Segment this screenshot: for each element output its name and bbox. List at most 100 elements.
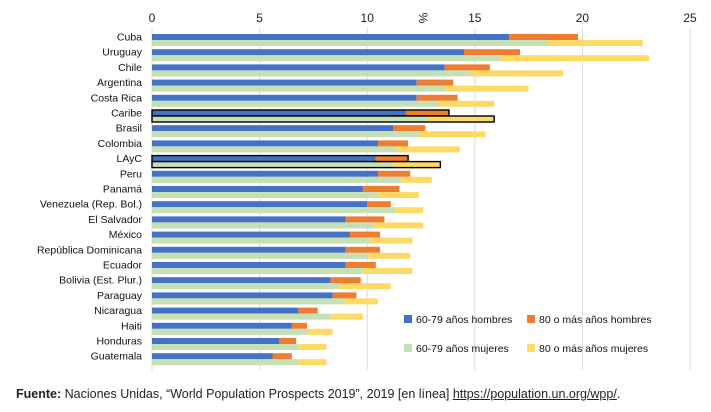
bar-hombres-80plus	[330, 277, 361, 284]
category-label: Caribe	[111, 108, 142, 120]
bar-hombres-80plus	[375, 155, 409, 162]
source-end: .	[616, 387, 621, 401]
bar-mujeres-80plus	[362, 268, 413, 274]
bar-mujeres-80plus	[377, 192, 419, 198]
bar-hombres-80plus	[278, 338, 297, 344]
highlight-outline	[151, 115, 495, 123]
legend-swatch	[527, 344, 535, 352]
bar-mujeres-80plus	[330, 313, 363, 320]
bar-mujeres-60-79	[152, 85, 445, 92]
bar-hombres-80plus	[464, 49, 520, 56]
category-label: Haiti	[121, 320, 142, 332]
category-label: Argentina	[97, 77, 142, 89]
bar-hombres-80plus	[332, 292, 357, 299]
bar-mujeres-60-79	[152, 116, 428, 122]
category-label: Venezuela (Rep. Bol.)	[40, 199, 142, 211]
bar-mujeres-60-79	[152, 70, 471, 77]
bar-mujeres-80plus	[395, 207, 424, 214]
legend-swatch	[404, 344, 412, 352]
category-label: Brasil	[116, 123, 142, 135]
bar-hombres-60-79	[152, 277, 331, 284]
bar-mujeres-60-79	[152, 55, 501, 62]
bar-mujeres-60-79	[152, 222, 374, 229]
bar-mujeres-60-79	[152, 328, 307, 335]
bar-hombres-60-79	[152, 231, 350, 238]
bar-mujeres-60-79	[152, 268, 363, 274]
x-tick-label: 5	[256, 11, 263, 25]
bar-hombres-80plus	[416, 79, 454, 86]
source-label: Fuente:	[16, 387, 62, 401]
bar-mujeres-60-79	[152, 359, 299, 366]
category-label: Chile	[118, 62, 142, 74]
legend-label: 60-79 años mujeres	[416, 343, 509, 355]
legend-label: 60-79 años hombres	[416, 314, 512, 326]
bar-hombres-60-79	[152, 140, 378, 147]
x-tick-label: 25	[683, 11, 697, 25]
bar-hombres-80plus	[345, 246, 381, 253]
x-tick-label: 20	[576, 11, 590, 25]
category-label: Colombia	[98, 138, 143, 150]
bar-hombres-80plus	[509, 34, 579, 40]
bar-hombres-60-79	[152, 322, 292, 329]
bar-hombres-60-79	[152, 94, 417, 101]
bar-mujeres-60-79	[152, 40, 548, 46]
x-axis-label: %	[416, 13, 430, 24]
x-tick-label: 10	[361, 11, 375, 25]
legend-label: 80 o más años hombres	[539, 314, 652, 326]
bar-mujeres-60-79	[152, 283, 340, 290]
bar-hombres-80plus	[345, 216, 385, 223]
bar-hombres-60-79	[152, 307, 299, 314]
bar-hombres-60-79	[152, 262, 346, 268]
bar-hombres-60-79	[152, 216, 346, 223]
bar-mujeres-80plus	[298, 344, 327, 350]
bar-mujeres-60-79	[152, 131, 419, 138]
bar-hombres-80plus	[393, 125, 426, 132]
bar-mujeres-80plus	[306, 328, 333, 335]
bar-hombres-80plus	[362, 186, 400, 192]
bar-mujeres-80plus	[343, 298, 378, 305]
bar-hombres-80plus	[405, 110, 449, 116]
bar-mujeres-80plus	[547, 40, 643, 46]
bar-mujeres-60-79	[152, 252, 368, 259]
bar-hombres-80plus	[272, 353, 292, 360]
bar-mujeres-60-79	[152, 237, 370, 244]
bar-mujeres-80plus	[298, 359, 327, 366]
x-tick-label: 0	[149, 11, 156, 25]
highlight-outline	[151, 160, 442, 169]
bar-hombres-80plus	[377, 140, 409, 147]
bar-mujeres-80plus	[444, 85, 529, 92]
bar-mujeres-80plus	[369, 237, 413, 244]
bar-hombres-80plus	[444, 64, 490, 71]
bar-hombres-60-79	[152, 34, 510, 40]
bar-mujeres-60-79	[152, 192, 378, 198]
bar-hombres-60-79	[152, 292, 333, 299]
bar-hombres-60-79	[152, 338, 279, 344]
bar-mujeres-60-79	[152, 176, 402, 183]
bar-mujeres-80plus	[427, 116, 495, 122]
bar-mujeres-60-79	[152, 313, 331, 320]
category-label: Nicaragua	[94, 305, 142, 317]
bar-hombres-60-79	[152, 186, 363, 192]
bar-hombres-60-79	[152, 155, 376, 162]
category-label: Bolivia (Est. Plur.)	[59, 275, 142, 287]
bar-mujeres-80plus	[373, 222, 424, 229]
legend-swatch	[404, 315, 412, 323]
bar-mujeres-80plus	[438, 100, 495, 107]
bar-mujeres-80plus	[339, 283, 391, 290]
bar-mujeres-60-79	[152, 298, 344, 305]
category-label: Guatemala	[91, 351, 143, 363]
category-label: Paraguay	[97, 290, 143, 302]
category-label: Honduras	[96, 336, 142, 348]
bar-mujeres-80plus	[418, 131, 486, 138]
bar-hombres-80plus	[298, 307, 318, 314]
bar-hombres-60-79	[152, 246, 346, 253]
category-label: Peru	[120, 168, 142, 180]
category-label: México	[109, 229, 142, 241]
source-link[interactable]: https://population.un.org/wpp/	[452, 387, 617, 401]
bar-hombres-60-79	[152, 125, 394, 132]
bar-hombres-60-79	[152, 170, 378, 177]
category-label: Ecuador	[103, 260, 143, 272]
bar-mujeres-80plus	[367, 252, 411, 259]
category-label: Costa Rica	[91, 92, 143, 104]
bar-mujeres-80plus	[397, 146, 460, 153]
